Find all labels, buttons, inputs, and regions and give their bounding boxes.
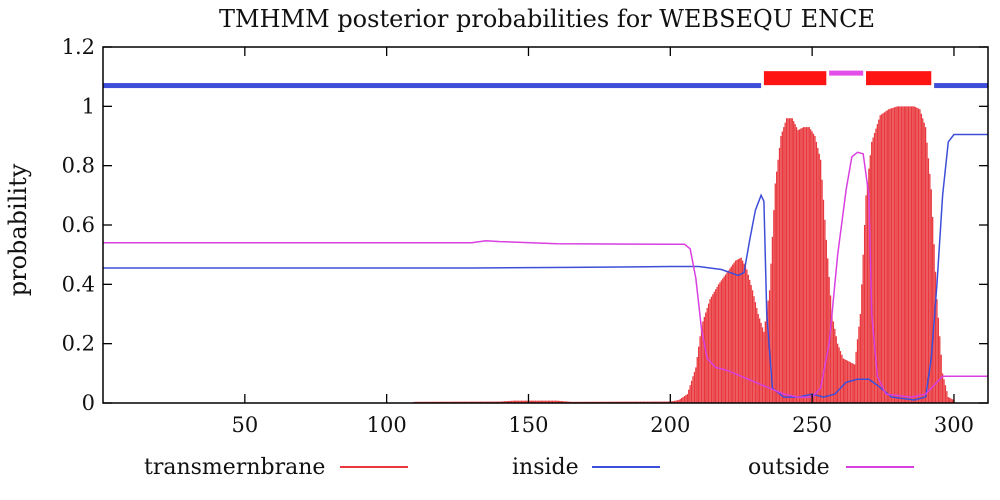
x-tick-label: 50 [231,413,258,437]
chart-title: TMHMM posterior probabilities for WEBSEQ… [219,5,875,33]
legend-label-inside: inside [512,455,579,480]
topology-segment-transmembrane [763,71,827,86]
y-tick-label: 0.4 [62,272,95,296]
y-tick-label: 0.2 [62,332,95,356]
y-tick-label: 0.8 [62,154,95,178]
topology-segment-outside [829,70,864,76]
topology-segment-inside [934,83,988,89]
y-tick-label: 0.6 [62,213,95,237]
y-tick-label: 0 [82,391,95,415]
probability-lines [103,133,988,401]
legend-label-outside: outside [748,455,830,480]
transmembrane-impulses [410,106,955,403]
inside-series-line [103,133,988,401]
legend: transmernbrane inside outside [144,455,914,480]
topology-segment-inside [103,83,762,89]
y-tick-label: 1 [82,94,95,118]
legend-label-transmernbrane: transmernbrane [144,455,325,480]
x-tick-label: 150 [508,413,548,437]
topology-segment-transmembrane [866,71,932,86]
y-axis-label: probability [4,163,32,296]
x-tick-label: 250 [792,413,832,437]
outside-series-line [103,151,988,398]
plot-frame [102,46,989,404]
topology-bar [103,70,988,89]
y-tick-label: 1.2 [62,35,95,59]
x-tick-label: 200 [650,413,690,437]
x-tick-label: 300 [934,413,974,437]
axis-ticks: 0 0.2 0.4 0.6 0.8 1 1.2 50 100 150 200 250 300 [62,35,988,437]
x-tick-label: 100 [367,413,407,437]
